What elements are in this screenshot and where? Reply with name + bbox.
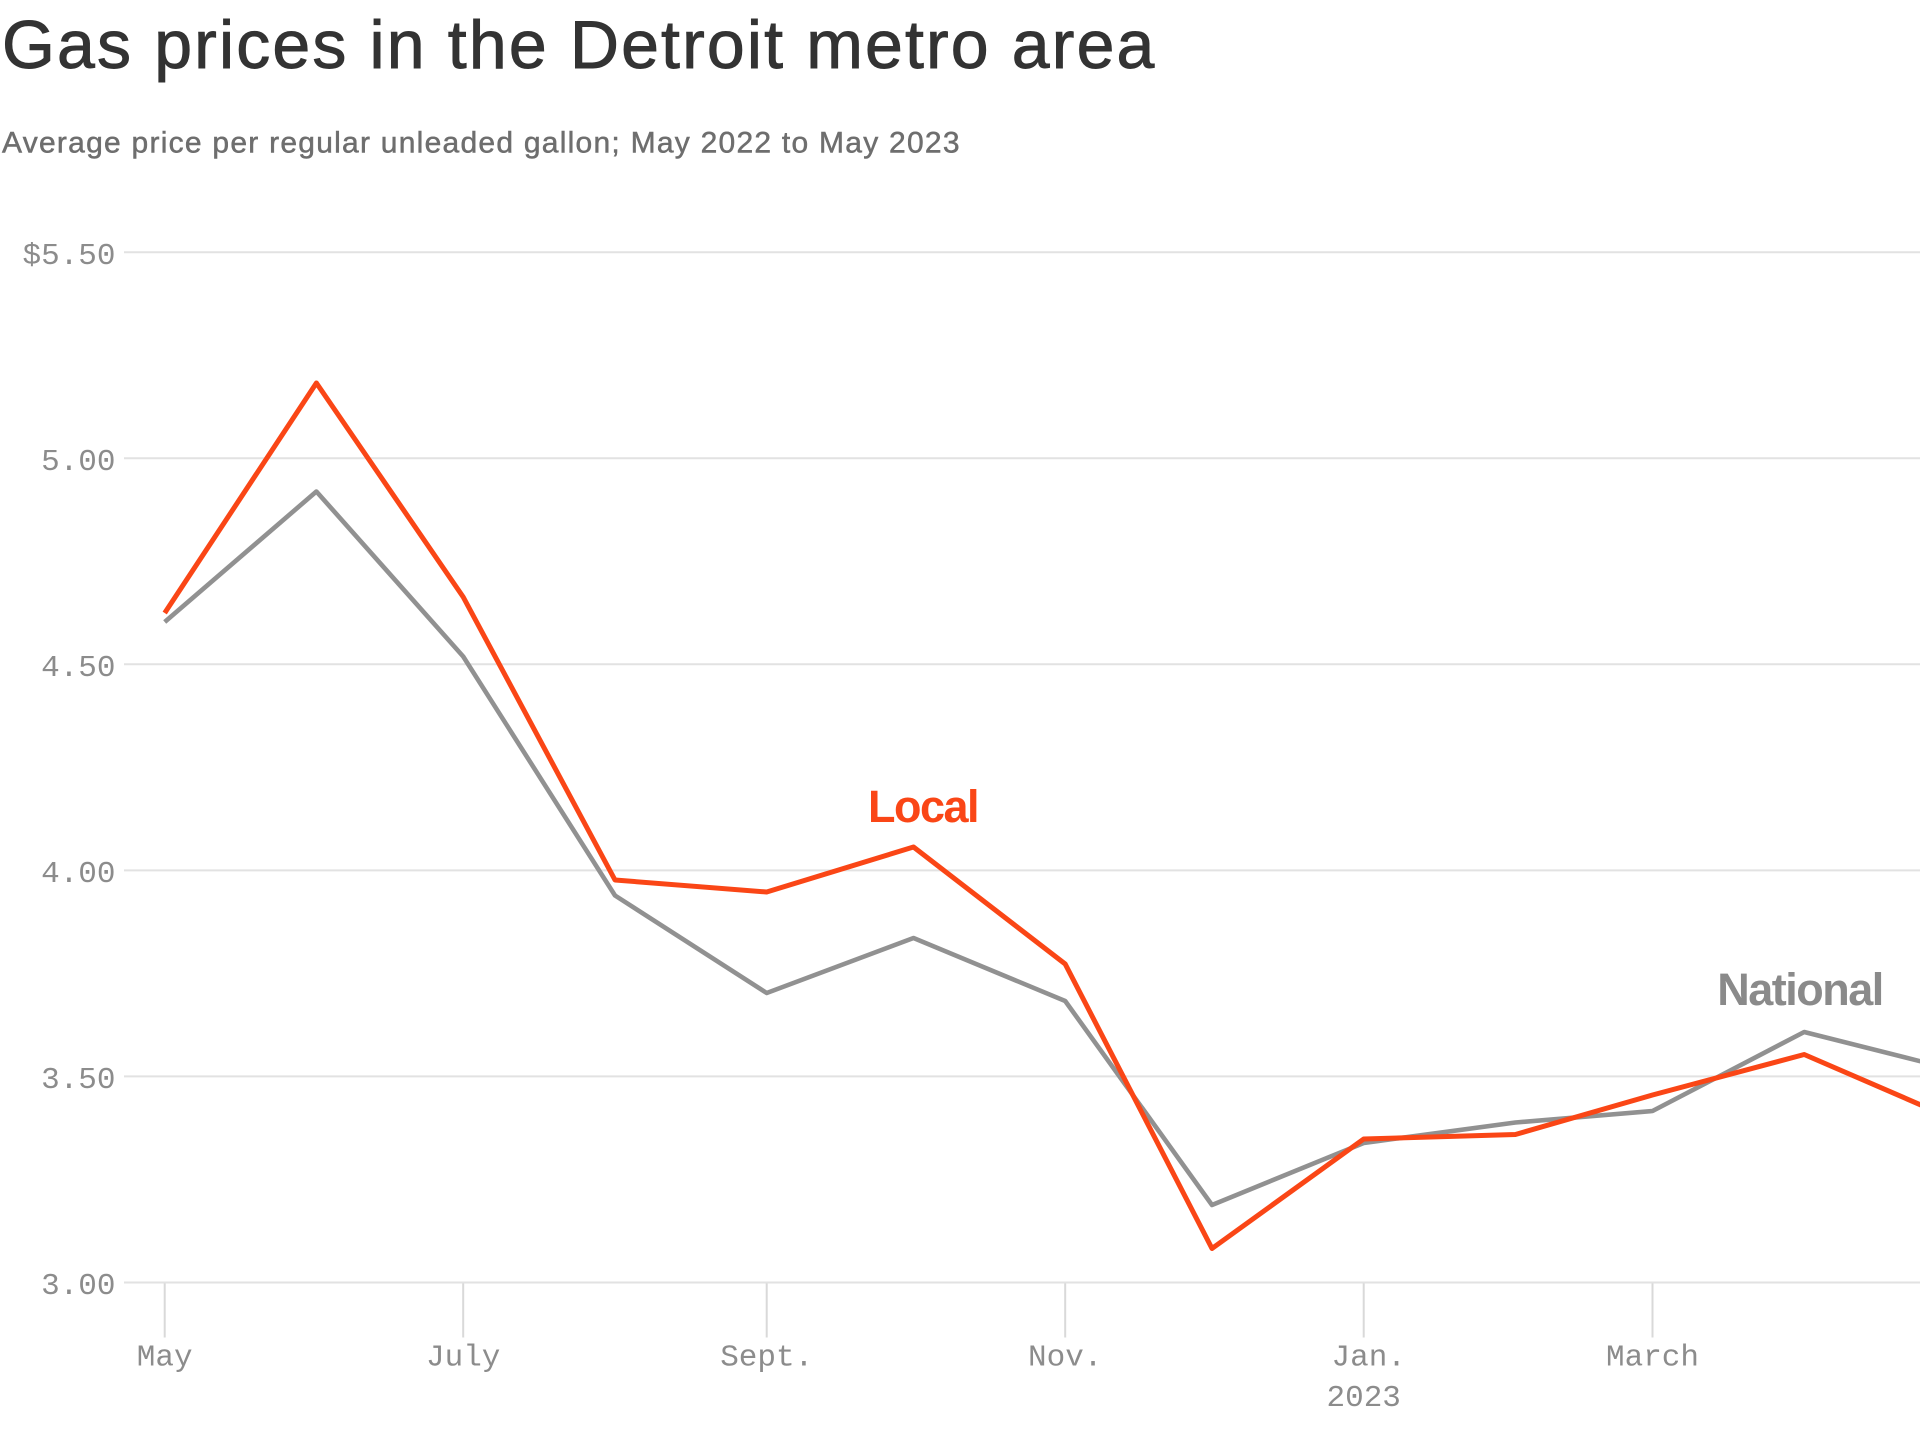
svg-text:May: May bbox=[137, 1341, 193, 1376]
svg-text:3.50: 3.50 bbox=[41, 1063, 115, 1098]
svg-text:4.00: 4.00 bbox=[41, 857, 115, 892]
svg-text:Local: Local bbox=[868, 781, 978, 832]
svg-text:Nov.: Nov. bbox=[1028, 1341, 1102, 1376]
svg-text:Average price per regular unle: Average price per regular unleaded gallo… bbox=[2, 127, 961, 160]
svg-text:$5.50: $5.50 bbox=[22, 239, 115, 274]
svg-text:Sept.: Sept. bbox=[720, 1341, 813, 1376]
svg-text:July: July bbox=[426, 1341, 500, 1376]
svg-text:3.00: 3.00 bbox=[41, 1269, 115, 1304]
svg-text:National: National bbox=[1717, 964, 1883, 1015]
svg-text:2023: 2023 bbox=[1326, 1381, 1400, 1416]
svg-text:5.00: 5.00 bbox=[41, 445, 115, 480]
svg-text:4.50: 4.50 bbox=[41, 651, 115, 686]
svg-text:Gas prices in the Detroit metr: Gas prices in the Detroit metro area bbox=[2, 7, 1157, 83]
svg-text:Jan.: Jan. bbox=[1331, 1341, 1405, 1376]
svg-text:March: March bbox=[1606, 1341, 1699, 1376]
